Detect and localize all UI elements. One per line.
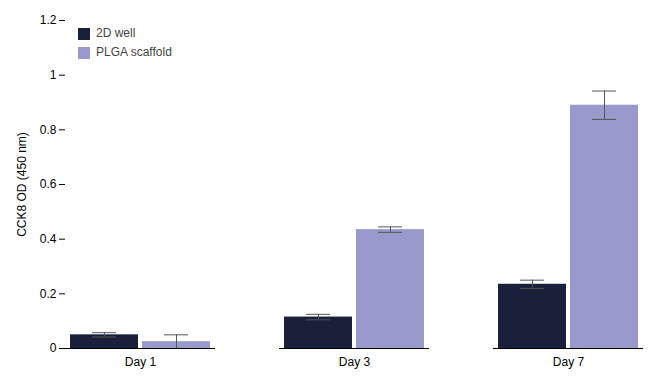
- html-text:2D well: 2D well: [96, 26, 136, 40]
- svg-text:CCK8 OD (450 nm): CCK8 OD (450 nm): [15, 132, 29, 237]
- html-text:PLGA scaffold: PLGA scaffold: [96, 45, 172, 60]
- svg-text:Day 1: Day 1: [125, 355, 157, 369]
- svg-text:0.6: 0.6: [40, 177, 57, 191]
- svg-text:0: 0: [50, 341, 57, 355]
- svg-text:0.8: 0.8: [40, 123, 57, 137]
- svg-text:Day 3: Day 3: [339, 355, 371, 369]
- svg-text:0.2: 0.2: [40, 287, 57, 301]
- svg-text:0.4: 0.4: [40, 232, 57, 246]
- svg-text:1.2: 1.2: [40, 13, 57, 27]
- svg-text:Day 7: Day 7: [553, 355, 585, 369]
- svg-text:1: 1: [50, 68, 57, 82]
